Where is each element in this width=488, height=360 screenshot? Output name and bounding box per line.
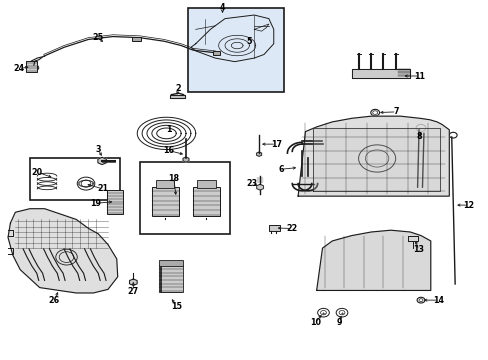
Text: 19: 19 xyxy=(90,199,101,208)
Polygon shape xyxy=(298,116,448,196)
Text: 21: 21 xyxy=(97,184,108,193)
Text: 20: 20 xyxy=(32,168,43,177)
Bar xyxy=(193,187,220,216)
Text: 26: 26 xyxy=(49,296,60,305)
Text: 3: 3 xyxy=(95,145,101,154)
Text: 27: 27 xyxy=(127,287,139,296)
Polygon shape xyxy=(8,209,118,293)
Bar xyxy=(159,265,181,292)
Polygon shape xyxy=(256,152,261,156)
Text: 6: 6 xyxy=(278,165,283,174)
Bar xyxy=(188,8,283,92)
Polygon shape xyxy=(183,157,188,162)
Text: 8: 8 xyxy=(415,132,421,141)
Bar xyxy=(159,260,182,266)
Bar xyxy=(152,187,178,216)
Polygon shape xyxy=(129,279,137,285)
Text: 10: 10 xyxy=(309,318,320,327)
Text: 15: 15 xyxy=(170,302,182,311)
Text: 16: 16 xyxy=(163,146,174,155)
Text: 25: 25 xyxy=(92,33,103,42)
Bar xyxy=(30,158,120,200)
Text: 4: 4 xyxy=(220,3,225,12)
Bar xyxy=(26,61,37,72)
Text: 9: 9 xyxy=(336,318,342,327)
Bar xyxy=(197,180,215,188)
Text: 13: 13 xyxy=(413,246,424,255)
Text: 18: 18 xyxy=(168,174,179,183)
Polygon shape xyxy=(170,95,184,98)
Text: 23: 23 xyxy=(246,179,257,188)
Bar xyxy=(140,162,229,234)
Polygon shape xyxy=(316,230,430,291)
Bar xyxy=(161,265,183,292)
Bar xyxy=(107,190,122,214)
Text: 17: 17 xyxy=(270,140,281,149)
Bar xyxy=(160,265,182,292)
Text: 24: 24 xyxy=(14,64,25,73)
Bar xyxy=(268,225,279,231)
Text: 1: 1 xyxy=(166,125,171,134)
Bar xyxy=(156,180,174,188)
Text: 7: 7 xyxy=(393,107,399,116)
Text: 22: 22 xyxy=(286,224,297,233)
Text: 14: 14 xyxy=(432,296,443,305)
Bar xyxy=(212,51,220,55)
Polygon shape xyxy=(351,69,409,78)
Bar xyxy=(132,37,141,41)
Text: 12: 12 xyxy=(462,201,473,210)
Polygon shape xyxy=(98,157,106,165)
Text: 5: 5 xyxy=(246,37,252,46)
Polygon shape xyxy=(312,128,439,191)
Text: 11: 11 xyxy=(414,72,425,81)
Text: 2: 2 xyxy=(176,84,181,93)
Polygon shape xyxy=(256,184,263,190)
